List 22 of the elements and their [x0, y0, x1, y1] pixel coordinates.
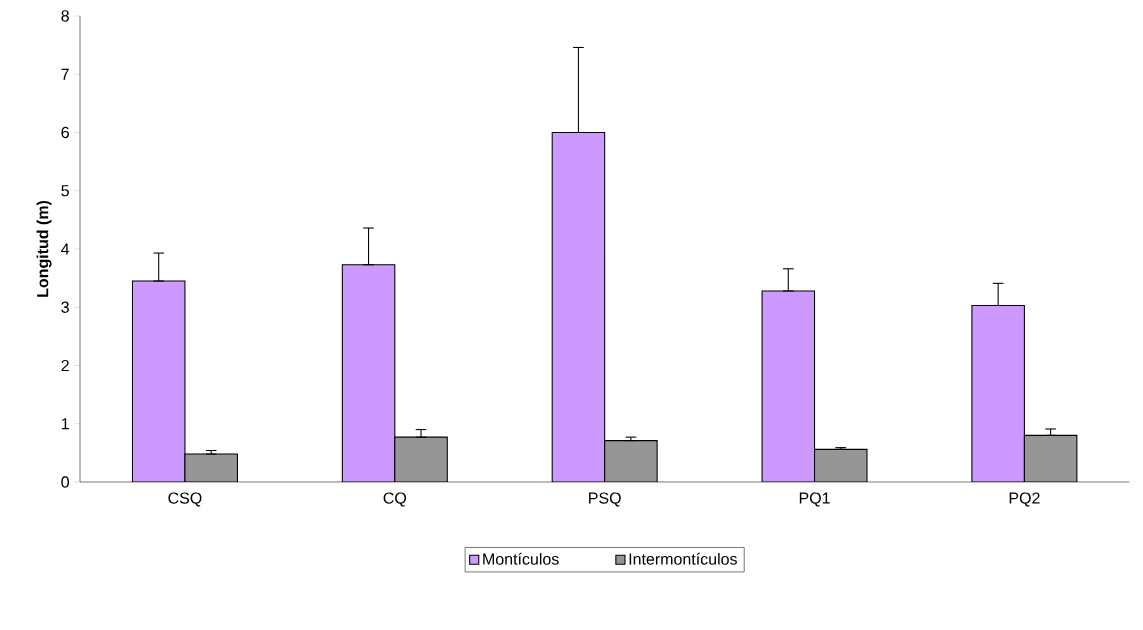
y-tick-label: 7 — [61, 68, 69, 80]
x-tick-label: PQ2 — [1009, 492, 1040, 507]
y-tick-label: 5 — [61, 185, 69, 197]
bar — [184, 453, 238, 482]
y-tick-label: 0 — [61, 476, 69, 488]
x-tick-label: PQ1 — [799, 492, 830, 507]
legend-label: Montículos — [483, 552, 559, 565]
x-tick-label: PSQ — [589, 492, 621, 507]
y-axis-title: Longitud (m) — [36, 200, 52, 297]
x-tick-label: CSQ — [168, 492, 202, 507]
bar — [394, 436, 448, 482]
bar — [813, 448, 868, 482]
y-tick-label: 8 — [61, 10, 69, 22]
y-tick-label: 1 — [61, 418, 69, 430]
bar — [604, 440, 658, 482]
legend-label: Intermontículos — [629, 552, 737, 565]
y-tick-label: 6 — [61, 126, 69, 139]
x-tick-label: CQ — [383, 492, 407, 507]
y-tick-label: 4 — [61, 243, 70, 255]
bar — [1023, 434, 1078, 482]
y-tick-label: 3 — [61, 301, 69, 313]
y-tick-label: 2 — [61, 359, 69, 372]
